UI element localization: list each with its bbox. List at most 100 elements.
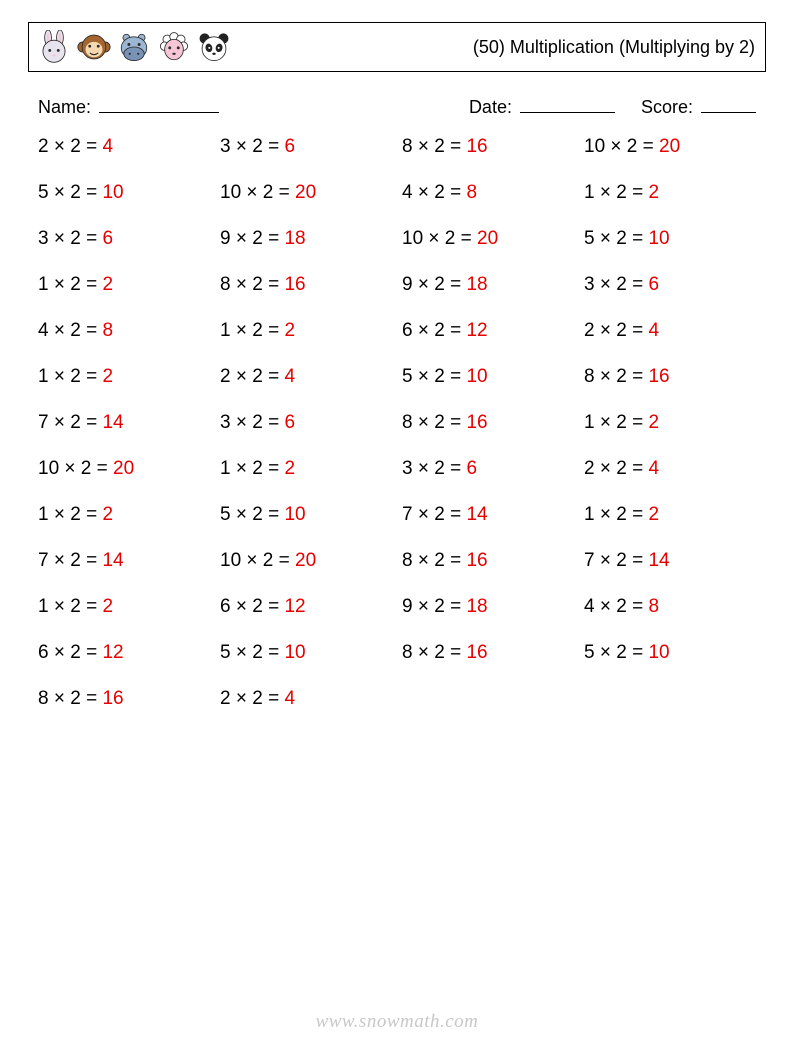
answer: 20 <box>113 458 134 479</box>
operand-b: 2 <box>616 596 627 617</box>
problem-cell: 8 × 2 = 16 <box>220 274 392 296</box>
operand-a: 5 <box>584 228 595 249</box>
problem-cell: 10 × 2 = 20 <box>220 550 392 572</box>
operand-a: 8 <box>584 366 595 387</box>
sheep-icon <box>157 30 191 64</box>
operand-a: 2 <box>220 366 231 387</box>
problem-cell: 7 × 2 = 14 <box>38 412 210 434</box>
operand-b: 2 <box>616 320 627 341</box>
operand-b: 2 <box>70 228 81 249</box>
operand-a: 4 <box>38 320 49 341</box>
problem-cell: 1 × 2 = 2 <box>220 458 392 480</box>
answer: 6 <box>284 136 295 157</box>
operand-b: 2 <box>252 688 263 709</box>
answer: 12 <box>466 320 487 341</box>
problem-cell: 10 × 2 = 20 <box>220 182 392 204</box>
operand-b: 2 <box>434 136 445 157</box>
operand-a: 5 <box>584 642 595 663</box>
operand-a: 8 <box>38 688 49 709</box>
operand-a: 9 <box>402 596 413 617</box>
answer: 2 <box>102 596 113 617</box>
problem-cell: 1 × 2 = 2 <box>38 504 210 526</box>
operand-a: 7 <box>584 550 595 571</box>
operand-b: 2 <box>81 458 92 479</box>
answer: 2 <box>102 504 113 525</box>
answer: 6 <box>466 458 477 479</box>
operand-a: 6 <box>402 320 413 341</box>
problem-cell: 8 × 2 = 16 <box>584 366 756 388</box>
name-blank[interactable] <box>99 94 219 113</box>
operand-b: 2 <box>434 596 445 617</box>
problem-cell: 10 × 2 = 20 <box>38 458 210 480</box>
problem-cell: 10 × 2 = 20 <box>584 136 756 158</box>
answer: 20 <box>295 550 316 571</box>
problem-cell: 3 × 2 = 6 <box>584 274 756 296</box>
answer: 18 <box>466 596 487 617</box>
operand-b: 2 <box>252 274 263 295</box>
problem-cell: 3 × 2 = 6 <box>220 412 392 434</box>
problem-cell: 7 × 2 = 14 <box>402 504 574 526</box>
answer: 16 <box>466 136 487 157</box>
operand-b: 2 <box>70 320 81 341</box>
answer: 10 <box>284 642 305 663</box>
operand-a: 10 <box>38 458 59 479</box>
problem-cell: 5 × 2 = 10 <box>584 228 756 250</box>
answer: 4 <box>284 366 295 387</box>
operand-a: 8 <box>402 642 413 663</box>
answer: 4 <box>284 688 295 709</box>
operand-b: 2 <box>70 136 81 157</box>
answer: 16 <box>466 642 487 663</box>
operand-b: 2 <box>434 366 445 387</box>
operand-b: 2 <box>445 228 456 249</box>
operand-a: 3 <box>402 458 413 479</box>
date-blank[interactable] <box>520 94 615 113</box>
problem-cell: 5 × 2 = 10 <box>220 642 392 664</box>
operand-b: 2 <box>434 504 445 525</box>
operand-b: 2 <box>252 504 263 525</box>
answer: 4 <box>648 458 659 479</box>
operand-a: 10 <box>220 182 241 203</box>
operand-a: 3 <box>584 274 595 295</box>
operand-b: 2 <box>616 412 627 433</box>
answer: 4 <box>102 136 113 157</box>
problem-cell: 1 × 2 = 2 <box>38 596 210 618</box>
answer: 8 <box>648 596 659 617</box>
answer: 2 <box>648 412 659 433</box>
operand-b: 2 <box>616 274 627 295</box>
answer: 2 <box>102 274 113 295</box>
operand-a: 2 <box>584 320 595 341</box>
answer: 4 <box>648 320 659 341</box>
answer: 10 <box>648 642 669 663</box>
operand-b: 2 <box>70 274 81 295</box>
operand-a: 2 <box>38 136 49 157</box>
answer: 10 <box>466 366 487 387</box>
operand-b: 2 <box>252 596 263 617</box>
operand-b: 2 <box>70 504 81 525</box>
problem-cell: 2 × 2 = 4 <box>220 366 392 388</box>
answer: 6 <box>102 228 113 249</box>
operand-a: 1 <box>38 504 49 525</box>
operand-a: 8 <box>402 136 413 157</box>
problem-cell: 2 × 2 = 4 <box>584 320 756 342</box>
problems-grid: 2 × 2 = 4 3 × 2 = 6 8 × 2 = 16 10 × 2 = 20 5… <box>38 136 756 710</box>
problem-cell: 5 × 2 = 10 <box>584 642 756 664</box>
problem-cell: 2 × 2 = 4 <box>220 688 392 710</box>
operand-a: 4 <box>402 182 413 203</box>
problem-cell: 8 × 2 = 16 <box>402 412 574 434</box>
operand-a: 1 <box>584 182 595 203</box>
operand-a: 8 <box>402 412 413 433</box>
operand-a: 10 <box>220 550 241 571</box>
score-label: Score: <box>641 97 693 118</box>
answer: 14 <box>102 412 123 433</box>
operand-a: 1 <box>38 274 49 295</box>
answer: 10 <box>284 504 305 525</box>
problem-cell: 2 × 2 = 4 <box>38 136 210 158</box>
problem-cell: 4 × 2 = 8 <box>38 320 210 342</box>
score-blank[interactable] <box>701 94 756 113</box>
operand-b: 2 <box>263 550 274 571</box>
operand-a: 4 <box>584 596 595 617</box>
operand-b: 2 <box>616 642 627 663</box>
operand-b: 2 <box>616 504 627 525</box>
operand-a: 1 <box>38 596 49 617</box>
operand-a: 3 <box>220 136 231 157</box>
